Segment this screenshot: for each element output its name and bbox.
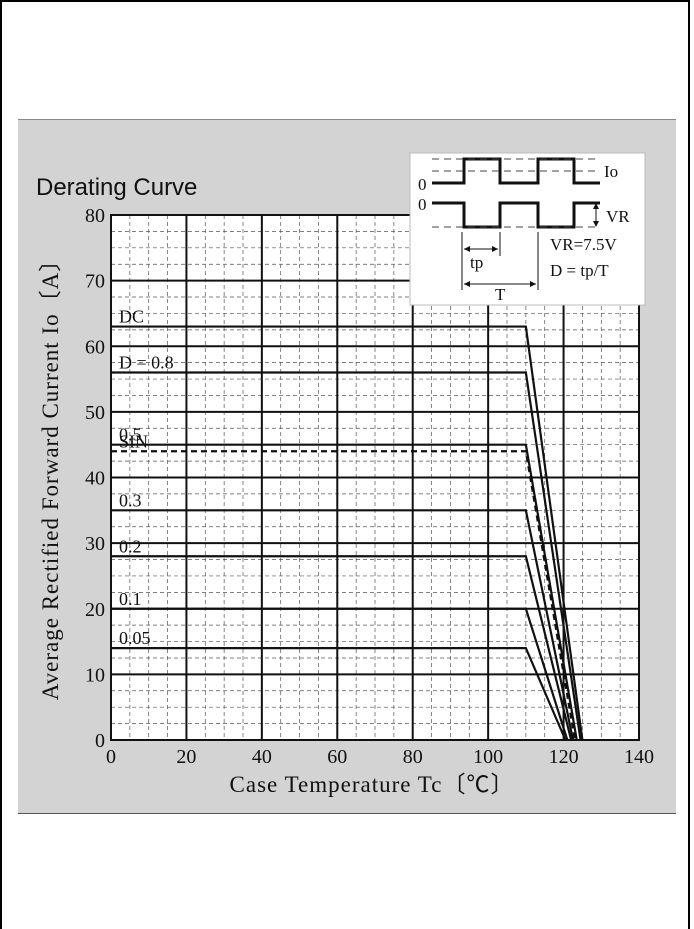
series-line xyxy=(111,325,584,741)
inset-d-formula: D = tp/T xyxy=(550,261,609,280)
series-line xyxy=(111,371,582,741)
series-line xyxy=(111,607,569,741)
series-label: 0.05 xyxy=(119,628,151,648)
x-tick-label: 0 xyxy=(106,746,116,768)
y-tick-label: 30 xyxy=(85,533,105,555)
t-arrow-right xyxy=(530,281,536,287)
x-tick-label: 80 xyxy=(403,746,423,768)
inset-zero-top: 0 xyxy=(418,175,427,194)
x-tick-label: 20 xyxy=(176,746,196,768)
inset-vr-label: VR xyxy=(606,207,630,226)
t-arrow-left xyxy=(464,281,470,287)
series-label: DC xyxy=(119,307,144,327)
vr-arrow-head-bottom xyxy=(593,221,599,227)
inset-vr-value: VR=7.5V xyxy=(550,235,617,254)
tp-arrow-right xyxy=(492,246,498,252)
y-tick-label: 70 xyxy=(85,271,105,293)
series-label: D = 0.8 xyxy=(119,353,174,373)
series-label: SIN xyxy=(119,431,148,451)
x-tick-label: 60 xyxy=(327,746,347,768)
y-tick-label: 80 xyxy=(85,205,105,227)
inset-zero-bottom: 0 xyxy=(418,195,427,214)
x-axis-label: Case Temperature Tc〔℃〕 xyxy=(230,772,515,797)
series-line xyxy=(111,647,567,741)
y-tick-label: 40 xyxy=(85,468,105,490)
series-line xyxy=(111,555,573,741)
tp-arrow-left xyxy=(464,246,470,252)
y-tick-label: 0 xyxy=(95,730,105,752)
inset-io-label: Io xyxy=(604,162,618,181)
x-tick-label: 120 xyxy=(549,746,579,768)
series-line xyxy=(111,450,576,741)
x-tick-label: 100 xyxy=(473,746,503,768)
series-line xyxy=(111,509,575,741)
plot-border xyxy=(110,214,640,741)
inset-tp-label: tp xyxy=(470,253,483,272)
y-tick-label: 20 xyxy=(85,599,105,621)
vr-waveform xyxy=(432,201,600,229)
y-tick-label: 10 xyxy=(85,664,105,686)
x-tick-label: 40 xyxy=(252,746,272,768)
x-tick-label: 140 xyxy=(624,746,654,768)
inset-background xyxy=(409,152,646,306)
series-line xyxy=(111,443,578,741)
io-waveform xyxy=(432,157,600,185)
waveform-inset: 0 Io 0 VR tp T VR=7.5V D = tp/T xyxy=(409,152,646,306)
y-tick-label: 60 xyxy=(85,336,105,358)
series-label: 0.5 xyxy=(119,425,142,445)
series-label: 0.1 xyxy=(119,589,142,609)
y-tick-label: 50 xyxy=(85,402,105,424)
inset-t-label: T xyxy=(495,285,506,304)
y-axis-label: Average Rectified Forward Current Io〔A〕 xyxy=(38,248,63,700)
series-label: 0.2 xyxy=(119,536,142,556)
vr-arrow-head-top xyxy=(593,203,599,209)
tick-labels: 0 20 40 60 80 100 120 140 0 10 20 30 40 50 60 70 80 xyxy=(85,205,654,768)
chart-title: Derating Curve xyxy=(36,174,197,201)
series-label: 0.3 xyxy=(119,490,142,510)
